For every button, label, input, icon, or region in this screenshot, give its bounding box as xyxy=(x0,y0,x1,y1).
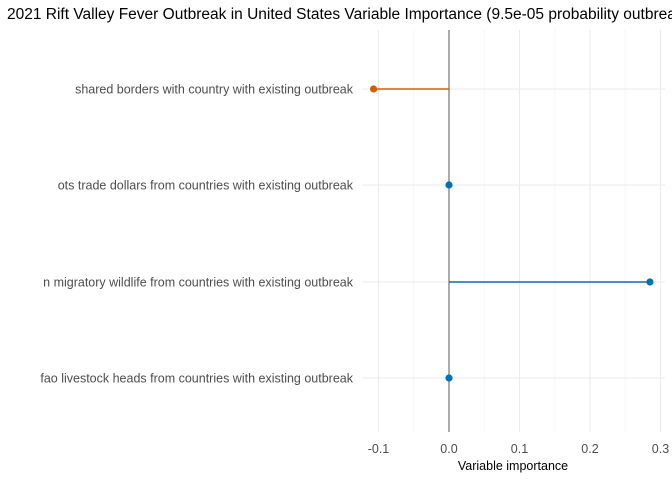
y-tick-label: ots trade dollars from countries with ex… xyxy=(58,179,354,193)
x-tick-labels: -0.1 0.0 0.1 0.2 0.3 xyxy=(368,442,670,456)
x-axis-title: Variable importance xyxy=(458,459,568,473)
lollipop-point xyxy=(445,374,453,382)
lollipop-point xyxy=(646,278,654,286)
lollipop-marks xyxy=(369,85,654,382)
lollipop-point xyxy=(369,85,378,93)
x-tick-label: 0.2 xyxy=(581,442,598,456)
lollipop-point xyxy=(445,181,453,189)
y-tick-label: shared borders with country with existin… xyxy=(75,83,354,97)
x-tick-label: 0.3 xyxy=(652,442,669,456)
y-tick-label: fao livestock heads from countries with … xyxy=(40,372,353,386)
x-tick-label: -0.1 xyxy=(368,442,390,456)
grid-lines xyxy=(362,30,665,432)
chart-title: 2021 Rift Valley Fever Outbreak in Unite… xyxy=(7,6,672,23)
y-tick-label: n migratory wildlife from countries with… xyxy=(43,276,354,290)
x-tick-label: 0.0 xyxy=(440,442,457,456)
x-tick-label: 0.1 xyxy=(511,442,528,456)
y-tick-labels: shared borders with country with existin… xyxy=(40,83,353,386)
